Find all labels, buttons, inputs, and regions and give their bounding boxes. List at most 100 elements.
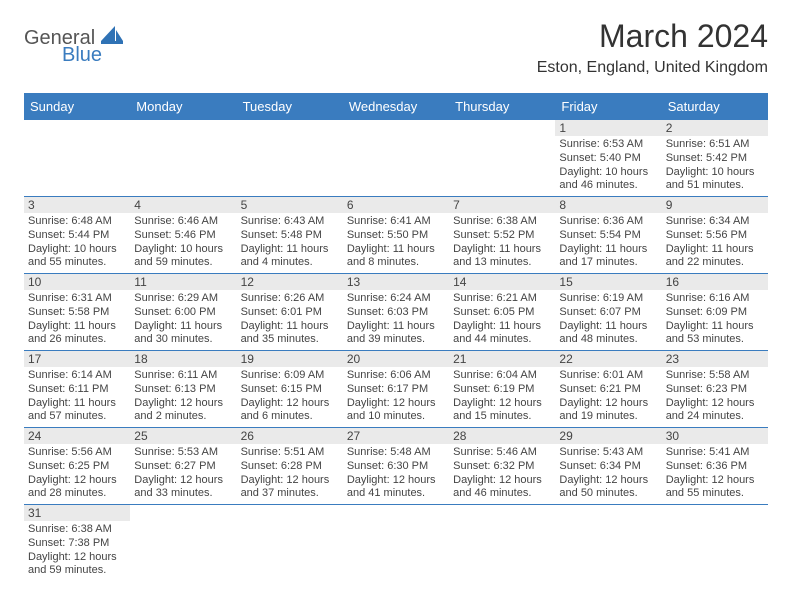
day-number: 29 (555, 428, 661, 444)
day-number: 4 (130, 197, 236, 213)
calendar-cell: 21Sunrise: 6:04 AMSunset: 6:19 PMDayligh… (449, 351, 555, 428)
calendar-cell: 26 Sunrise: 5:51 AMSunset: 6:28 PMDayligh… (237, 428, 343, 505)
day-header-sunday: Sunday (24, 93, 130, 120)
info-line: Daylight: 11 hours (666, 243, 764, 257)
info-line: Daylight: 11 hours (347, 243, 445, 257)
info-line: Daylight: 12 hours (347, 397, 445, 411)
info-line: Sunrise: 6:14 AM (28, 369, 126, 383)
info-line: Sunrise: 6:06 AM (347, 369, 445, 383)
info-line: Sunrise: 6:16 AM (666, 292, 764, 306)
day-info: Sunrise: 5:41 AMSunset: 6:36 PMDaylight:… (666, 446, 764, 501)
calendar-cell: 10 Sunrise: 6:31 AMSunset: 5:58 PMDayligh… (24, 274, 130, 351)
calendar-cell: 25 Sunrise: 5:53 AMSunset: 6:27 PMDayligh… (130, 428, 236, 505)
info-line: Daylight: 10 hours (666, 166, 764, 180)
day-number: 16 (662, 274, 768, 290)
info-line: Sunset: 6:21 PM (559, 383, 657, 397)
calendar-cell: 2 Sunrise: 6:51 AMSunset: 5:42 PMDaylight… (662, 120, 768, 197)
info-line: Sunrise: 6:21 AM (453, 292, 551, 306)
calendar-cell: 7Sunrise: 6:38 AMSunset: 5:52 PMDaylight… (449, 197, 555, 274)
calendar-cell: 24Sunrise: 5:56 AMSunset: 6:25 PMDayligh… (24, 428, 130, 505)
info-line: Daylight: 10 hours (559, 166, 657, 180)
day-info: Sunrise: 5:51 AMSunset: 6:28 PMDaylight:… (241, 446, 339, 501)
day-info: Sunrise: 6:36 AMSunset: 5:54 PMDaylight:… (559, 215, 657, 270)
info-line: Sunset: 5:46 PM (134, 229, 232, 243)
info-line: Daylight: 11 hours (28, 397, 126, 411)
calendar-cell: 11Sunrise: 6:29 AMSunset: 6:00 PMDayligh… (130, 274, 236, 351)
logo: General Blue (24, 26, 123, 67)
day-number: 28 (449, 428, 555, 444)
info-line: and 39 minutes. (347, 333, 445, 347)
info-line: Sunrise: 5:53 AM (134, 446, 232, 460)
info-line: Sunrise: 6:41 AM (347, 215, 445, 229)
calendar-body: 1Sunrise: 6:53 AMSunset: 5:40 PMDaylight… (24, 120, 768, 581)
day-number: 21 (449, 351, 555, 367)
info-line: and 57 minutes. (28, 410, 126, 424)
info-line: and 35 minutes. (241, 333, 339, 347)
info-line: Sunset: 5:58 PM (28, 306, 126, 320)
day-info: Sunrise: 6:14 AMSunset: 6:11 PMDaylight:… (28, 369, 126, 424)
info-line: Sunrise: 5:43 AM (559, 446, 657, 460)
calendar-cell: 17Sunrise: 6:14 AMSunset: 6:11 PMDayligh… (24, 351, 130, 428)
info-line: and 50 minutes. (559, 487, 657, 501)
info-line: Daylight: 11 hours (134, 320, 232, 334)
calendar-cell: 14Sunrise: 6:21 AMSunset: 6:05 PMDayligh… (449, 274, 555, 351)
day-header-row: SundayMondayTuesdayWednesdayThursdayFrid… (24, 93, 768, 120)
info-line: and 6 minutes. (241, 410, 339, 424)
info-line: and 17 minutes. (559, 256, 657, 270)
calendar-cell: 6Sunrise: 6:41 AMSunset: 5:50 PMDaylight… (343, 197, 449, 274)
day-info: Sunrise: 6:31 AMSunset: 5:58 PMDaylight:… (28, 292, 126, 347)
day-header-friday: Friday (555, 93, 661, 120)
day-number: 26 (237, 428, 343, 444)
calendar-cell (555, 505, 661, 582)
info-line: Daylight: 12 hours (559, 397, 657, 411)
day-number: 6 (343, 197, 449, 213)
calendar-cell: 16Sunrise: 6:16 AMSunset: 6:09 PMDayligh… (662, 274, 768, 351)
day-number: 25 (130, 428, 236, 444)
info-line: Sunset: 6:15 PM (241, 383, 339, 397)
info-line: and 55 minutes. (666, 487, 764, 501)
info-line: Sunrise: 5:48 AM (347, 446, 445, 460)
info-line: Sunrise: 6:48 AM (28, 215, 126, 229)
calendar-cell: 28Sunrise: 5:46 AMSunset: 6:32 PMDayligh… (449, 428, 555, 505)
calendar-cell (662, 505, 768, 582)
day-info: Sunrise: 6:11 AMSunset: 6:13 PMDaylight:… (134, 369, 232, 424)
info-line: and 33 minutes. (134, 487, 232, 501)
day-number: 24 (24, 428, 130, 444)
day-info: Sunrise: 6:21 AMSunset: 6:05 PMDaylight:… (453, 292, 551, 347)
info-line: Daylight: 11 hours (241, 243, 339, 257)
calendar-week: 3Sunrise: 6:48 AMSunset: 5:44 PMDaylight… (24, 197, 768, 274)
info-line: Sunrise: 6:19 AM (559, 292, 657, 306)
calendar-cell: 12Sunrise: 6:26 AMSunset: 6:01 PMDayligh… (237, 274, 343, 351)
info-line: Sunset: 6:28 PM (241, 460, 339, 474)
info-line: Sunrise: 6:11 AM (134, 369, 232, 383)
info-line: and 37 minutes. (241, 487, 339, 501)
info-line: and 15 minutes. (453, 410, 551, 424)
day-info: Sunrise: 6:29 AMSunset: 6:00 PMDaylight:… (134, 292, 232, 347)
info-line: Sunrise: 6:31 AM (28, 292, 126, 306)
day-info: Sunrise: 6:26 AMSunset: 6:01 PMDaylight:… (241, 292, 339, 347)
info-line: Sunset: 5:40 PM (559, 152, 657, 166)
info-line: Sunrise: 6:24 AM (347, 292, 445, 306)
day-info: Sunrise: 5:53 AMSunset: 6:27 PMDaylight:… (134, 446, 232, 501)
calendar-table: SundayMondayTuesdayWednesdayThursdayFrid… (24, 93, 768, 581)
day-header-thursday: Thursday (449, 93, 555, 120)
info-line: Sunrise: 6:38 AM (453, 215, 551, 229)
calendar-cell: 8Sunrise: 6:36 AMSunset: 5:54 PMDaylight… (555, 197, 661, 274)
calendar-cell: 5Sunrise: 6:43 AMSunset: 5:48 PMDaylight… (237, 197, 343, 274)
day-info: Sunrise: 6:51 AMSunset: 5:42 PMDaylight:… (666, 138, 764, 193)
info-line: Sunrise: 6:51 AM (666, 138, 764, 152)
info-line: and 10 minutes. (347, 410, 445, 424)
info-line: Sunset: 6:05 PM (453, 306, 551, 320)
day-number: 2 (662, 120, 768, 136)
info-line: Sunset: 6:27 PM (134, 460, 232, 474)
info-line: Sunset: 6:03 PM (347, 306, 445, 320)
calendar-cell: 13Sunrise: 6:24 AMSunset: 6:03 PMDayligh… (343, 274, 449, 351)
info-line: Daylight: 12 hours (28, 474, 126, 488)
info-line: Sunrise: 6:43 AM (241, 215, 339, 229)
day-info: Sunrise: 6:48 AMSunset: 5:44 PMDaylight:… (28, 215, 126, 270)
info-line: Sunset: 5:48 PM (241, 229, 339, 243)
info-line: Sunset: 6:07 PM (559, 306, 657, 320)
day-number: 10 (24, 274, 130, 290)
calendar-cell (130, 120, 236, 197)
day-info: Sunrise: 5:43 AMSunset: 6:34 PMDaylight:… (559, 446, 657, 501)
